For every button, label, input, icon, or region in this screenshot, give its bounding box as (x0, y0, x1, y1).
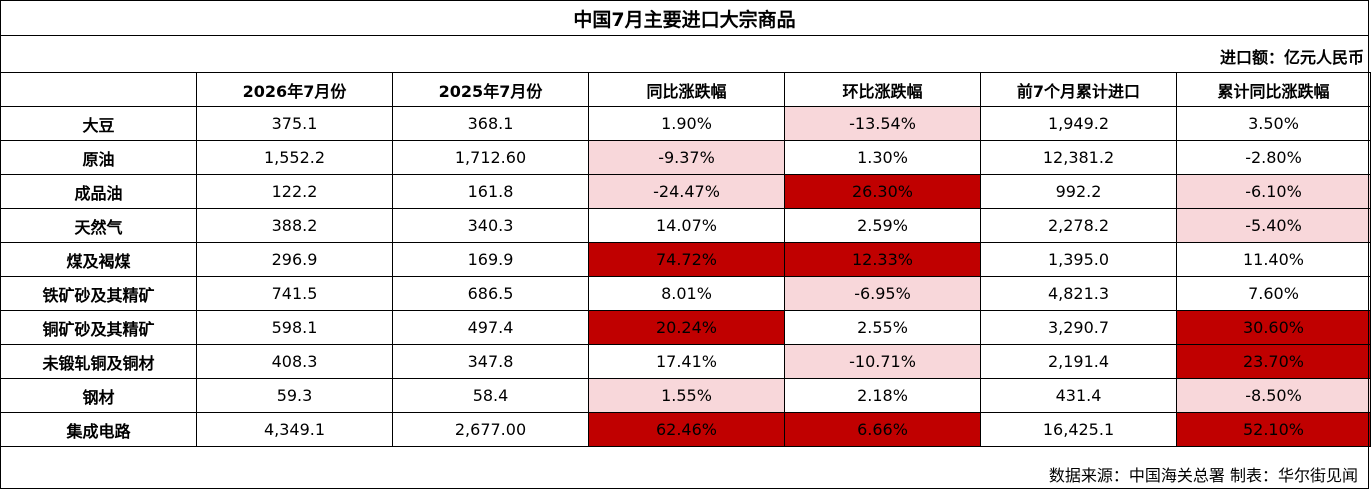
cell-ytd-import: 16,425.1 (980, 412, 1177, 447)
cell-mom-change: 6.66% (784, 412, 981, 447)
cell-value-2026-july: 598.1 (196, 310, 393, 345)
cell-yoy-change: 1.55% (588, 378, 785, 413)
header-cell-item (0, 72, 197, 107)
unit-label: 进口额：亿元人民币 (1219, 48, 1364, 67)
cell-yoy-change: 62.46% (588, 412, 785, 447)
cell-ytd-import: 2,191.4 (980, 344, 1177, 379)
cell-ytd-yoy-change: 52.10% (1176, 412, 1371, 447)
import-table: 2026年7月份 2025年7月份 同比涨跌幅 环比涨跌幅 前7个月累计进口 累… (0, 72, 1371, 447)
cell-ytd-yoy-change: 7.60% (1176, 276, 1371, 311)
frame-right-border (1368, 36, 1369, 489)
row-label: 大豆 (0, 106, 197, 141)
cell-value-2025-july: 58.4 (392, 378, 589, 413)
cell-mom-change: 2.18% (784, 378, 981, 413)
cell-value-2026-july: 296.9 (196, 242, 393, 277)
cell-mom-change: -10.71% (784, 344, 981, 379)
cell-ytd-import: 431.4 (980, 378, 1177, 413)
cell-yoy-change: -9.37% (588, 140, 785, 175)
table-row: 铁矿砂及其精矿 741.5 686.5 8.01% -6.95% 4,821.3 7.60% (0, 276, 1371, 311)
cell-value-2025-july: 169.9 (392, 242, 589, 277)
cell-ytd-yoy-change: -2.80% (1176, 140, 1371, 175)
cell-yoy-change: 20.24% (588, 310, 785, 345)
cell-ytd-yoy-change: 30.60% (1176, 310, 1371, 345)
cell-mom-change: 26.30% (784, 174, 981, 209)
cell-value-2025-july: 161.8 (392, 174, 589, 209)
frame-bottom-border (0, 488, 1369, 489)
table-row: 集成电路 4,349.1 2,677.00 62.46% 6.66% 16,425.1 52… (0, 412, 1371, 447)
table-row: 成品油 122.2 161.8 -24.47% 26.30% 992.2 -6.10% (0, 174, 1371, 209)
table-row: 原油 1,552.2 1,712.60 -9.37% 1.30% 12,381.2 -2.8… (0, 140, 1371, 175)
table-title: 中国7月主要进口大宗商品 (0, 0, 1369, 36)
cell-ytd-import: 4,821.3 (980, 276, 1177, 311)
table-row: 天然气 388.2 340.3 14.07% 2.59% 2,278.2 -5.40% (0, 208, 1371, 243)
table-row: 未锻轧铜及铜材 408.3 347.8 17.41% -10.71% 2,191.4 23.… (0, 344, 1371, 379)
table-body: 大豆 375.1 368.1 1.90% -13.54% 1,949.2 3.50% 原油 1,… (0, 106, 1371, 447)
cell-ytd-yoy-change: 23.70% (1176, 344, 1371, 379)
cell-ytd-import: 1,949.2 (980, 106, 1177, 141)
header-cell-ytd: 前7个月累计进口 (980, 72, 1177, 107)
source-footer: 数据来源：中国海关总署 制表：华尔街见闻 (1048, 466, 1358, 485)
table-row: 大豆 375.1 368.1 1.90% -13.54% 1,949.2 3.50% (0, 106, 1371, 141)
cell-value-2025-july: 2,677.00 (392, 412, 589, 447)
header-row: 2026年7月份 2025年7月份 同比涨跌幅 环比涨跌幅 前7个月累计进口 累… (0, 72, 1371, 107)
cell-ytd-yoy-change: 11.40% (1176, 242, 1371, 277)
row-label: 钢材 (0, 378, 197, 413)
cell-ytd-import: 12,381.2 (980, 140, 1177, 175)
cell-mom-change: 2.55% (784, 310, 981, 345)
cell-yoy-change: 74.72% (588, 242, 785, 277)
cell-value-2026-july: 741.5 (196, 276, 393, 311)
row-label: 天然气 (0, 208, 197, 243)
row-label: 原油 (0, 140, 197, 175)
cell-yoy-change: 8.01% (588, 276, 785, 311)
header-cell-2025-july: 2025年7月份 (392, 72, 589, 107)
table-row: 煤及褐煤 296.9 169.9 74.72% 12.33% 1,395.0 11.40% (0, 242, 1371, 277)
cell-ytd-import: 1,395.0 (980, 242, 1177, 277)
header-cell-2026-july: 2026年7月份 (196, 72, 393, 107)
cell-value-2026-july: 408.3 (196, 344, 393, 379)
cell-yoy-change: 1.90% (588, 106, 785, 141)
cell-mom-change: -13.54% (784, 106, 981, 141)
cell-ytd-yoy-change: -6.10% (1176, 174, 1371, 209)
cell-yoy-change: -24.47% (588, 174, 785, 209)
cell-mom-change: 2.59% (784, 208, 981, 243)
cell-value-2026-july: 4,349.1 (196, 412, 393, 447)
row-label: 集成电路 (0, 412, 197, 447)
cell-value-2025-july: 340.3 (392, 208, 589, 243)
frame-left-border (0, 36, 1, 489)
cell-mom-change: 12.33% (784, 242, 981, 277)
cell-ytd-yoy-change: -8.50% (1176, 378, 1371, 413)
header-cell-ytd-yoy: 累计同比涨跌幅 (1176, 72, 1371, 107)
cell-ytd-yoy-change: -5.40% (1176, 208, 1371, 243)
cell-value-2026-july: 375.1 (196, 106, 393, 141)
row-label: 煤及褐煤 (0, 242, 197, 277)
cell-value-2026-july: 59.3 (196, 378, 393, 413)
row-label: 成品油 (0, 174, 197, 209)
header-cell-yoy: 同比涨跌幅 (588, 72, 785, 107)
header-cell-mom: 环比涨跌幅 (784, 72, 981, 107)
cell-value-2026-july: 1,552.2 (196, 140, 393, 175)
cell-mom-change: 1.30% (784, 140, 981, 175)
cell-value-2026-july: 122.2 (196, 174, 393, 209)
cell-ytd-yoy-change: 3.50% (1176, 106, 1371, 141)
table-row: 铜矿砂及其精矿 598.1 497.4 20.24% 2.55% 3,290.7 30.60… (0, 310, 1371, 345)
cell-mom-change: -6.95% (784, 276, 981, 311)
cell-value-2025-july: 347.8 (392, 344, 589, 379)
cell-value-2025-july: 686.5 (392, 276, 589, 311)
cell-ytd-import: 992.2 (980, 174, 1177, 209)
table-row: 钢材 59.3 58.4 1.55% 2.18% 431.4 -8.50% (0, 378, 1371, 413)
row-label: 铜矿砂及其精矿 (0, 310, 197, 345)
cell-value-2025-july: 1,712.60 (392, 140, 589, 175)
row-label: 铁矿砂及其精矿 (0, 276, 197, 311)
cell-yoy-change: 17.41% (588, 344, 785, 379)
cell-value-2026-july: 388.2 (196, 208, 393, 243)
cell-value-2025-july: 497.4 (392, 310, 589, 345)
cell-yoy-change: 14.07% (588, 208, 785, 243)
cell-value-2025-july: 368.1 (392, 106, 589, 141)
cell-ytd-import: 3,290.7 (980, 310, 1177, 345)
cell-ytd-import: 2,278.2 (980, 208, 1177, 243)
row-label: 未锻轧铜及铜材 (0, 344, 197, 379)
